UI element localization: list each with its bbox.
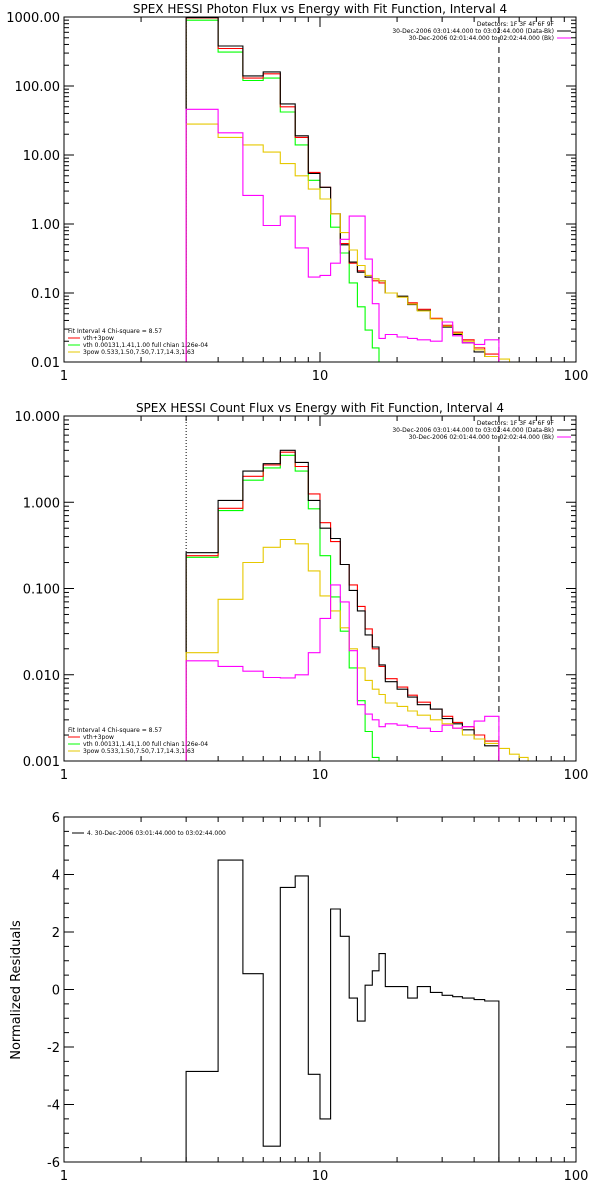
series-line	[185, 538, 552, 761]
legend-entry: 3pow 0.533,1.50,7.50,7.17,14.3,1.63	[83, 748, 195, 755]
y-tick-label: 0.001	[23, 755, 60, 770]
legend-entry: 3pow 0.533,1.50,7.50,7.17,14.3,1.63	[83, 349, 195, 356]
y-tick-label: 0.010	[23, 669, 60, 684]
x-tick-label: 100	[564, 1169, 589, 1184]
legend-entry: 4. 30-Dec-2006 03:01:44.000 to 03:02:44.…	[87, 830, 226, 837]
x-tick-label: 100	[564, 369, 589, 384]
x-tick-label: 10	[312, 768, 329, 783]
legend-entry: 30-Dec-2006 02:01:44.000 to 02:02:44.000…	[409, 434, 554, 441]
y-tick-label: 10.000	[15, 410, 61, 425]
residuals-panel: Normalized Residuals 1 10 100 6 4 2 0 -2 -4 -6 4. …	[9, 811, 589, 1184]
series-line	[185, 584, 500, 761]
series-line	[185, 451, 500, 761]
x-tick-label: 100	[564, 768, 589, 783]
y-tick-label: 1.000	[23, 496, 60, 511]
count-flux-panel: SPEX HESSI Count Flux vs Energy with Fit…	[15, 401, 589, 783]
chart-title: SPEX HESSI Photon Flux vs Energy with Fi…	[133, 2, 507, 16]
y-tick-label: 1.00	[31, 218, 60, 233]
series-line	[185, 449, 500, 761]
y-tick-label: 100.00	[15, 80, 61, 95]
legend-entry: Detectors: 1F 3F 4F 6F 9F	[477, 21, 555, 28]
y-axis-label: Normalized Residuals	[9, 920, 24, 1060]
plot-frame	[63, 16, 577, 363]
legend-entry: Fit Interval 4 Chi-square = 8.57	[68, 727, 162, 734]
y-tick-label: 0.10	[31, 287, 60, 302]
photon-flux-panel: SPEX HESSI Photon Flux vs Energy with Fi…	[6, 2, 589, 384]
legend-entry: Detectors: 1F 3F 4F 6F 9F	[477, 420, 555, 427]
y-tick-label: 1000.00	[6, 11, 60, 26]
x-tick-label: 10	[312, 1169, 329, 1184]
series-line	[185, 108, 500, 362]
y-tick-label: 10.00	[23, 149, 60, 164]
series-line	[185, 454, 380, 761]
y-tick-label: -2	[47, 1041, 60, 1056]
plot-frame	[63, 415, 577, 762]
x-tick-label: 10	[312, 369, 329, 384]
legend-entry: 30-Dec-2006 03:01:44.000 to 03:02:44.000…	[392, 28, 554, 35]
x-tick-label: 1	[60, 768, 68, 783]
series-line	[185, 17, 500, 362]
y-tick-label: 6	[52, 811, 60, 826]
x-tick-label: 1	[60, 1169, 68, 1184]
legend-entry: vth+3pow	[83, 734, 114, 741]
y-tick-label: -4	[47, 1099, 60, 1114]
legend-entry: 30-Dec-2006 03:01:44.000 to 03:02:44.000…	[392, 427, 554, 434]
plot-frame	[63, 816, 577, 1163]
y-tick-label: 0	[52, 984, 60, 999]
series-line	[185, 859, 500, 1162]
legend-entry: vth 0.00131,1.41,1.00 full chian 1.26e-0…	[83, 342, 208, 349]
x-tick-label: 1	[60, 369, 68, 384]
series-line	[185, 17, 500, 362]
legend-entry: Fit Interval 4 Chi-square = 8.57	[68, 328, 162, 335]
chart-title: SPEX HESSI Count Flux vs Energy with Fit…	[136, 401, 504, 415]
series-line	[185, 123, 511, 362]
legend-entry: 30-Dec-2006 02:01:44.000 to 02:02:44.000…	[409, 35, 554, 42]
y-tick-label: -6	[47, 1156, 60, 1171]
legend-entry: vth 0.00131,1.41,1.00 full chian 1.26e-0…	[83, 741, 208, 748]
y-tick-label: 2	[52, 926, 60, 941]
legend-entry: vth+3pow	[83, 335, 114, 342]
y-tick-label: 0.01	[31, 356, 60, 371]
y-tick-label: 4	[52, 869, 60, 884]
y-tick-label: 0.100	[23, 583, 60, 598]
